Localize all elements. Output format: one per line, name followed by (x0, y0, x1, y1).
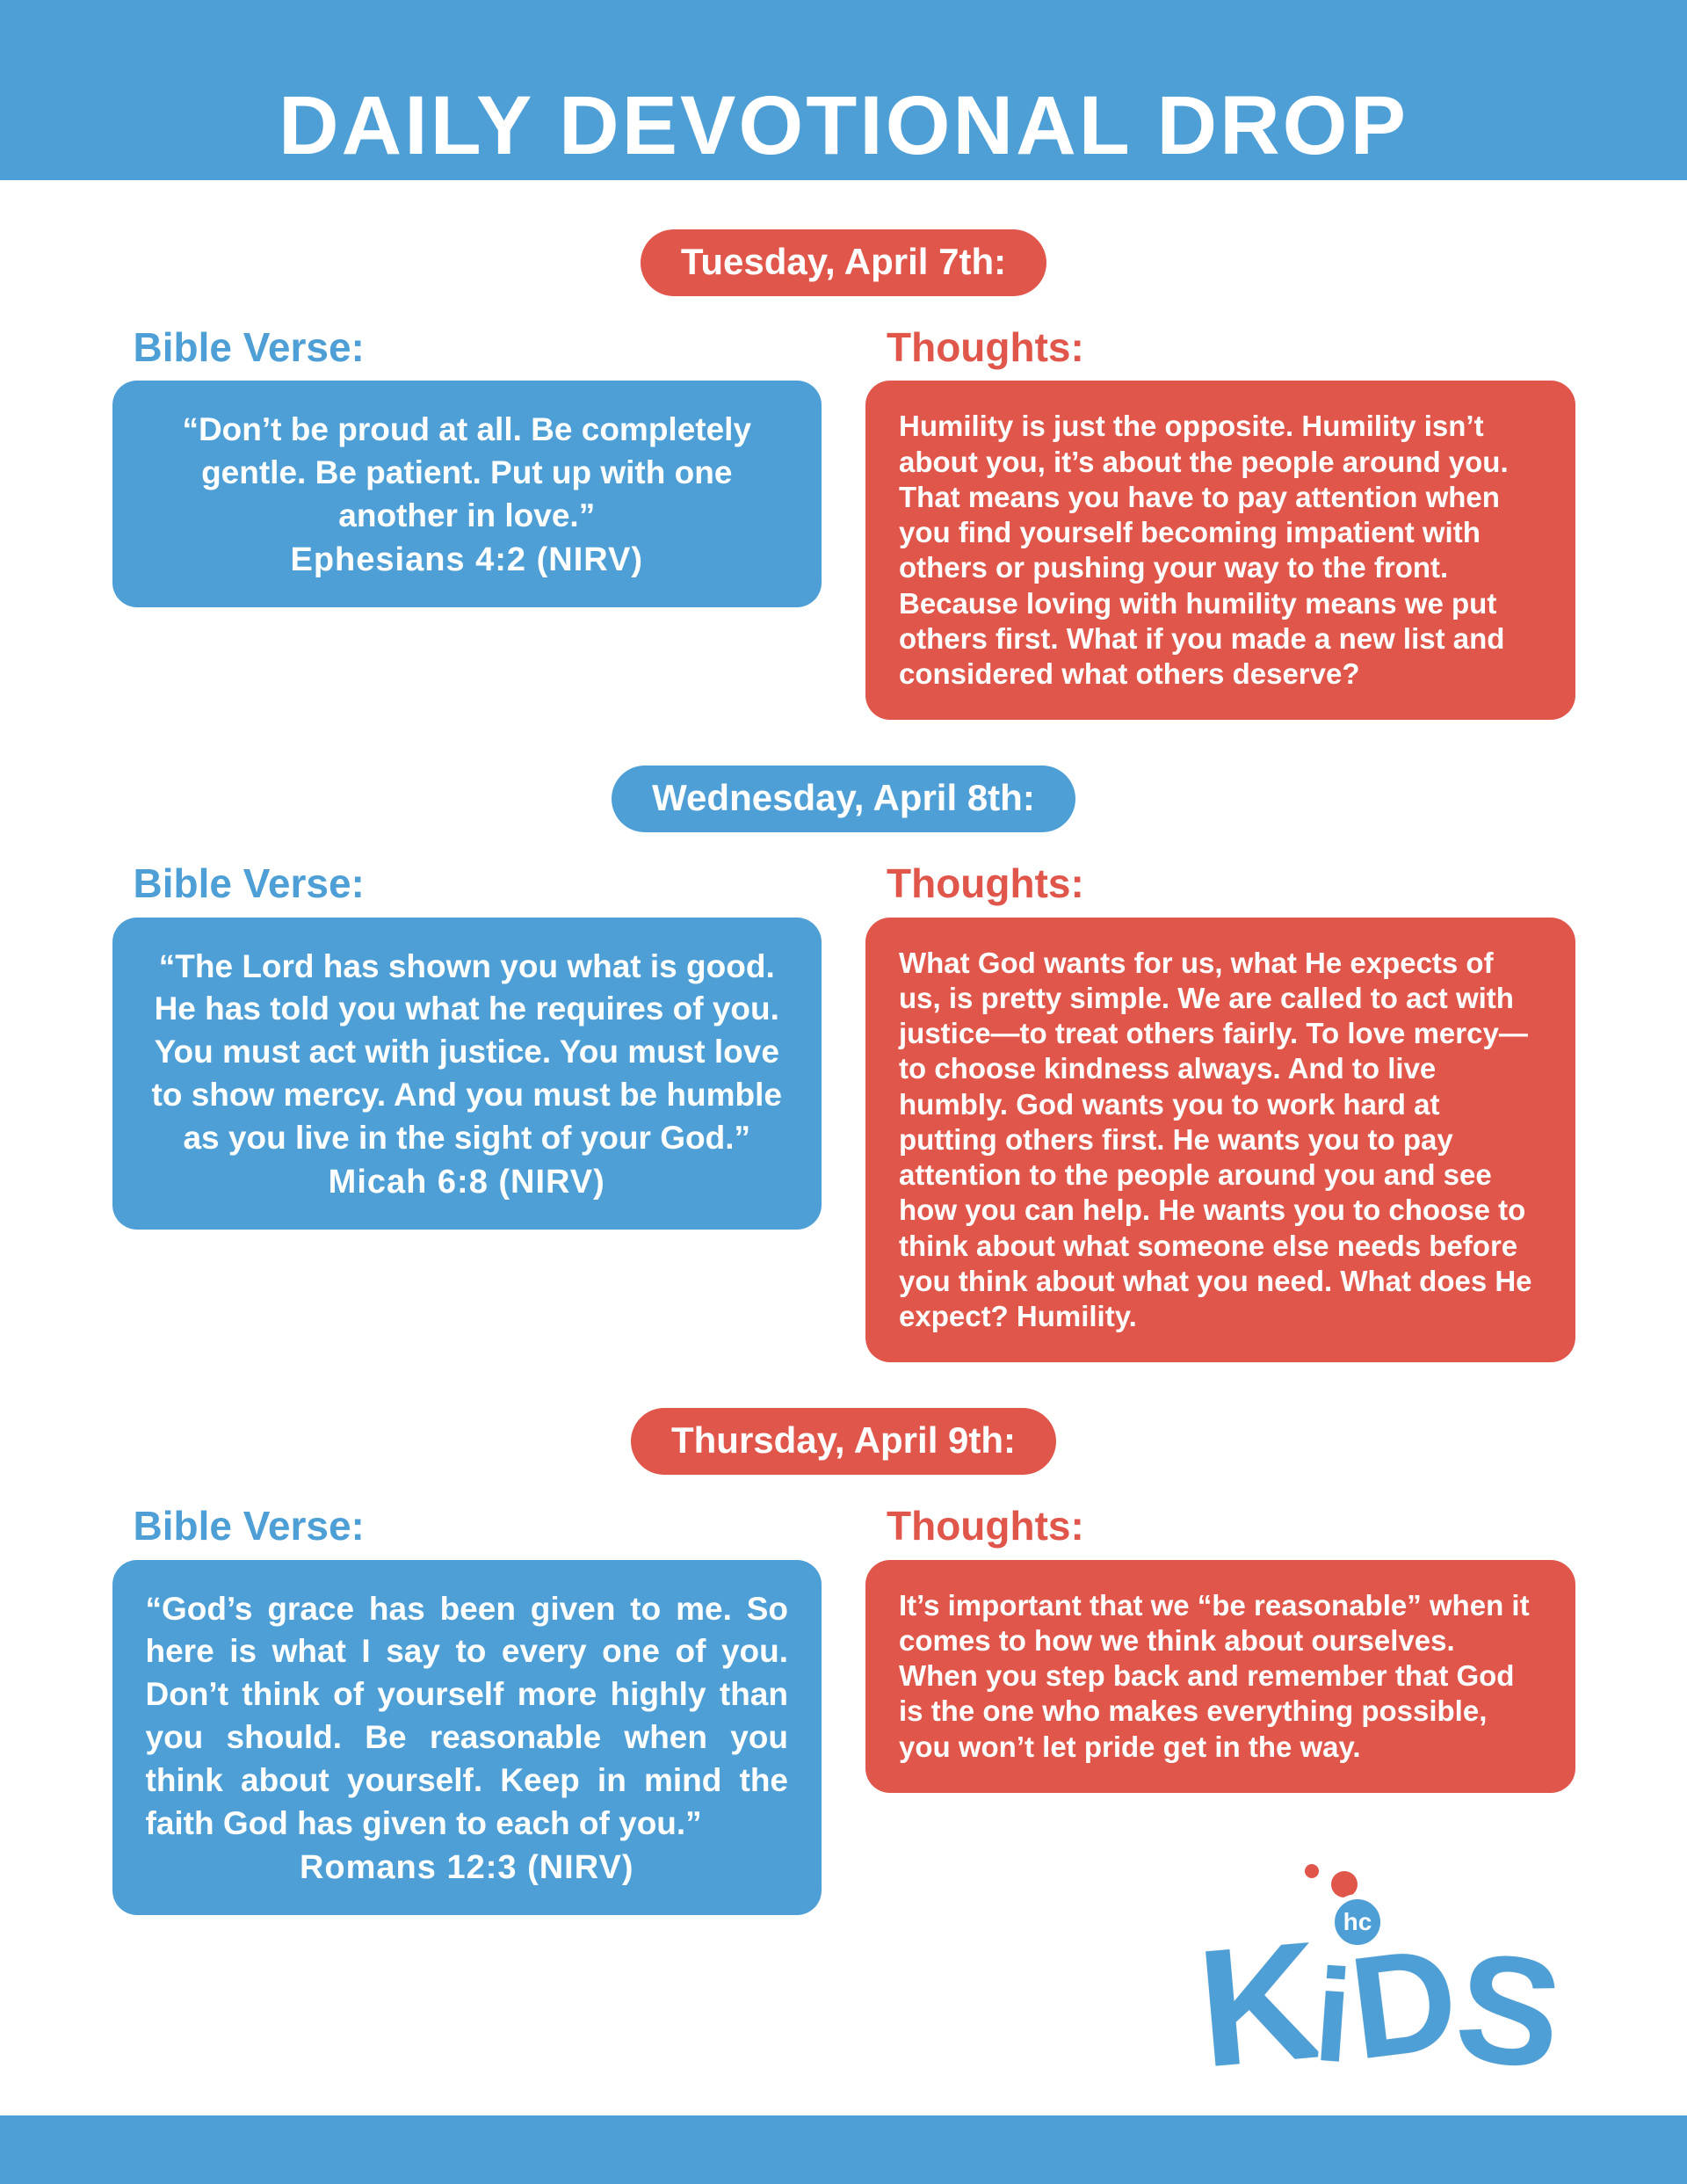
thoughts-heading: Thoughts: (887, 324, 1084, 370)
thoughts-heading: Thoughts: (887, 1503, 1084, 1549)
date-pill-row: Tuesday, April 7th: (112, 229, 1575, 296)
verse-reference: Romans 12:3 (NIRV) (299, 1848, 634, 1886)
section-wednesday: Wednesday, April 8th: Bible Verse: “The … (112, 765, 1575, 1363)
logo-dot-big (1331, 1871, 1358, 1897)
logo-letter-d: D (1339, 1913, 1469, 2093)
verse-text: “The Lord has shown you what is good. He… (151, 947, 782, 1156)
verse-heading: Bible Verse: (133, 860, 365, 907)
logo-letter-k: K (1188, 1904, 1330, 2106)
thoughts-box: Humility is just the opposite. Humility … (865, 381, 1575, 721)
logo-letter-s: S (1444, 1917, 1574, 2106)
verse-heading: Bible Verse: (133, 324, 365, 370)
hc-badge: hc (1329, 1894, 1386, 1950)
section-tuesday: Tuesday, April 7th: Bible Verse: “Don’t … (112, 229, 1575, 721)
date-pill: Tuesday, April 7th: (640, 229, 1047, 296)
thoughts-column: Thoughts: It’s important that we “be rea… (865, 1475, 1575, 1793)
verse-column: Bible Verse: “God’s grace has been given… (112, 1475, 822, 1915)
verse-box: “God’s grace has been given to me. So he… (112, 1559, 822, 1915)
verse-text: “God’s grace has been given to me. So he… (145, 1590, 789, 1841)
date-pill: Wednesday, April 8th: (612, 765, 1075, 833)
thoughts-column: Thoughts: What God wants for us, what He… (865, 832, 1575, 1363)
section-columns: Bible Verse: “God’s grace has been given… (112, 1475, 1575, 1915)
section-columns: Bible Verse: “Don’t be proud at all. Be … (112, 296, 1575, 721)
logo-letters: K i D S (1188, 1904, 1573, 2106)
date-pill: Thursday, April 9th: (630, 1408, 1057, 1476)
section-thursday: Thursday, April 9th: Bible Verse: “God’s… (112, 1408, 1575, 1915)
page-title: DAILY DEVOTIONAL DROP (279, 79, 1408, 172)
footer-band (0, 2115, 1687, 2184)
thoughts-text: Humility is just the opposite. Humility … (899, 410, 1509, 691)
date-pill-row: Wednesday, April 8th: (112, 765, 1575, 833)
verse-heading: Bible Verse: (133, 1503, 365, 1549)
verse-box: “The Lord has shown you what is good. He… (112, 917, 822, 1230)
thoughts-heading: Thoughts: (887, 860, 1084, 907)
verse-text: “Don’t be proud at all. Be completely ge… (182, 411, 752, 533)
thoughts-text: It’s important that we “be reasonable” w… (899, 1588, 1530, 1763)
verse-reference: Ephesians 4:2 (NIRV) (290, 541, 644, 578)
verse-column: Bible Verse: “The Lord has shown you wha… (112, 832, 822, 1230)
verse-box: “Don’t be proud at all. Be completely ge… (112, 381, 822, 607)
date-pill-row: Thursday, April 9th: (112, 1408, 1575, 1476)
thoughts-text: What God wants for us, what He expects o… (899, 946, 1532, 1333)
thoughts-column: Thoughts: Humility is just the opposite.… (865, 296, 1575, 721)
thoughts-box: It’s important that we “be reasonable” w… (865, 1559, 1575, 1793)
verse-reference: Micah 6:8 (NIRV) (328, 1163, 605, 1201)
thoughts-box: What God wants for us, what He expects o… (865, 917, 1575, 1363)
logo-dot-small (1305, 1864, 1319, 1878)
section-columns: Bible Verse: “The Lord has shown you wha… (112, 832, 1575, 1363)
content: Tuesday, April 7th: Bible Verse: “Don’t … (112, 229, 1575, 1915)
header-band: DAILY DEVOTIONAL DROP (0, 0, 1687, 180)
hckids-logo: hc K i D S (1188, 1864, 1574, 2106)
verse-column: Bible Verse: “Don’t be proud at all. Be … (112, 296, 822, 607)
